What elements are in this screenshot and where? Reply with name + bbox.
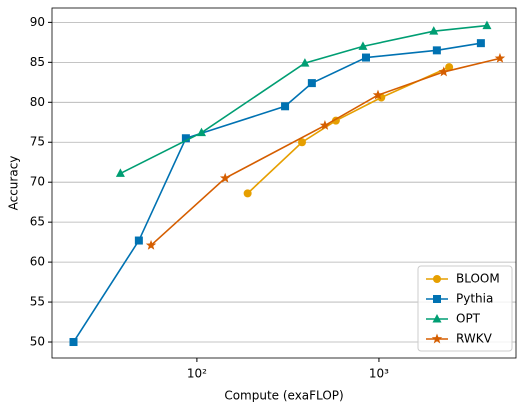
y-axis-label: Accuracy <box>7 156 21 211</box>
marker <box>197 127 207 137</box>
y-tick-label: 75 <box>30 135 45 149</box>
legend-box <box>417 265 513 352</box>
plot-frame <box>51 7 517 359</box>
marker <box>433 275 441 283</box>
series-line <box>150 57 501 246</box>
y-tick-label: 90 <box>30 15 45 29</box>
y-tick-label: 85 <box>30 55 45 69</box>
marker <box>281 102 290 111</box>
marker <box>372 89 384 100</box>
y-tick-label: 65 <box>30 215 45 229</box>
marker <box>145 239 157 250</box>
marker <box>432 314 442 323</box>
marker <box>494 52 506 63</box>
series-line <box>120 24 488 175</box>
marker <box>115 168 125 177</box>
marker <box>438 66 449 77</box>
marker <box>362 53 371 62</box>
legend-label: RWKV <box>456 332 493 346</box>
legend-label: BLOOM <box>456 272 500 286</box>
marker <box>429 26 439 35</box>
marker <box>433 295 441 303</box>
marker <box>319 119 331 130</box>
marker <box>181 134 190 143</box>
legend-label: OPT <box>456 312 481 326</box>
marker <box>298 138 307 147</box>
y-tick-label: 80 <box>30 95 45 109</box>
marker <box>432 46 441 55</box>
marker <box>300 58 310 67</box>
x-tick-label: 10³ <box>369 367 389 381</box>
marker <box>219 172 231 183</box>
y-tick-label: 70 <box>30 175 45 189</box>
x-axis-label: Compute (exaFLOP) <box>224 389 343 403</box>
marker <box>358 41 368 50</box>
y-tick-label: 50 <box>30 335 45 349</box>
marker <box>445 63 454 72</box>
marker <box>134 236 143 245</box>
marker <box>476 39 485 48</box>
marker <box>243 189 252 198</box>
marker <box>431 333 443 344</box>
series-line <box>72 42 482 343</box>
y-tick-label: 60 <box>30 255 45 269</box>
legend-label: Pythia <box>456 292 493 306</box>
marker <box>307 79 316 88</box>
y-tick-label: 55 <box>30 295 45 309</box>
x-tick-label: 10² <box>187 367 207 381</box>
marker <box>69 338 78 347</box>
marker <box>482 20 492 30</box>
